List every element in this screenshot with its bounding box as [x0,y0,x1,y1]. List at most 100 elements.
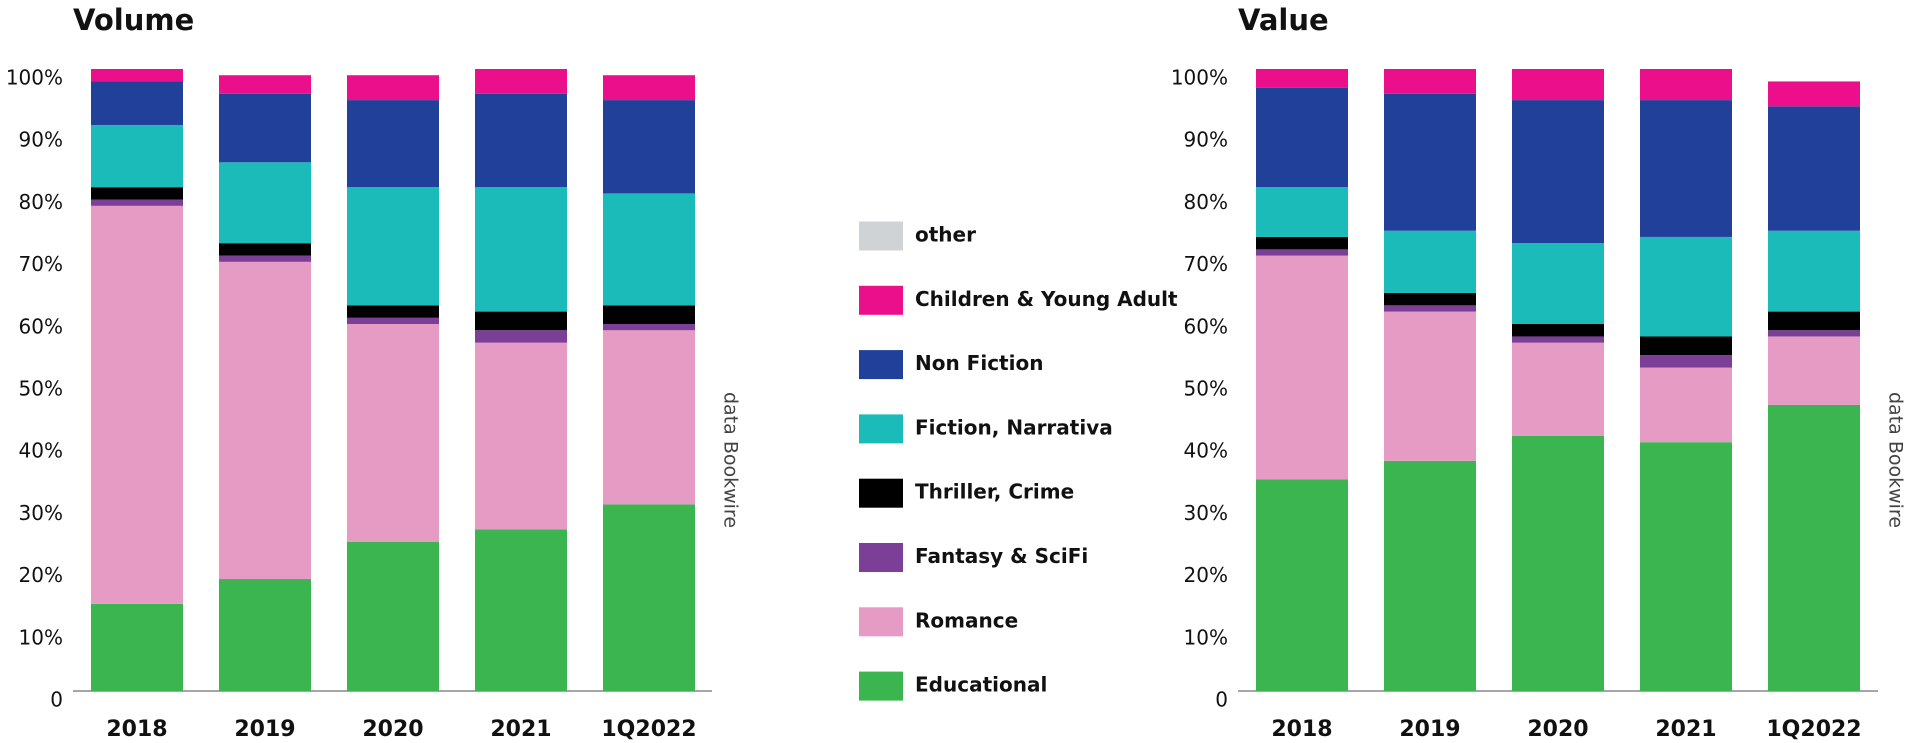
bar-segment [1768,81,1860,107]
legend-label: Non Fiction [915,351,1043,375]
bar-segment [1512,69,1604,101]
bar-segment [603,324,695,331]
bar-segment [1384,460,1476,691]
bar-segment [1640,355,1732,368]
legend-swatch [859,350,903,380]
y-tick-label: 70% [1184,252,1228,276]
bar-segment [603,305,695,325]
y-tick-label: 50% [19,377,63,401]
bar-segment [219,75,311,94]
bar-segment [1256,187,1348,237]
bar-segment [1768,336,1860,405]
bar-segment [475,93,567,188]
x-tick-label: 2021 [490,717,551,742]
bar-segment [219,579,311,691]
bar-segment [1256,236,1348,250]
y-tick-label: 30% [19,501,63,525]
bar-segment [91,81,183,125]
bar-segment [603,100,695,194]
x-tick-label: 2020 [362,717,423,742]
bar-segment [219,93,311,163]
bar-segment [1640,367,1732,443]
bar-segment [1384,93,1476,231]
bar-segment [1384,305,1476,312]
bar-segment [603,504,695,691]
y-tick-label: 0 [1215,688,1228,712]
x-tick-label: 2020 [1527,717,1588,742]
bar-segment [1512,435,1604,691]
legend-label: Children & Young Adult [915,287,1178,311]
chart-title: Volume [73,3,194,37]
bar-segment [1256,87,1348,188]
bar-segment [91,69,183,82]
x-tick-label: 1Q2022 [1766,717,1861,742]
bar-segment [475,187,567,312]
bar-segment [1384,69,1476,94]
bar-segment [1768,106,1860,231]
y-tick-label: 0 [50,688,63,712]
bar-segment [475,311,567,331]
bar-segment [1640,100,1732,237]
bar-segment [91,603,183,691]
bar-segment [219,261,311,580]
bar-segment [347,305,439,318]
bar-segment [91,205,183,604]
bar-segment [603,193,695,306]
bar-segment [1384,230,1476,293]
y-tick-label: 20% [19,563,63,587]
bar-segment [603,75,695,101]
bar-segment [347,541,439,691]
y-tick-label: 60% [19,314,63,338]
legend-label: Thriller, Crime [915,480,1074,504]
y-tick-label: 40% [1184,439,1228,463]
x-tick-label: 1Q2022 [601,717,696,742]
y-tick-label: 90% [19,128,63,152]
bar-segment [1768,311,1860,331]
y-tick-label: 30% [1184,501,1228,525]
bar-segment [1512,324,1604,337]
y-tick-label: 100% [6,66,63,90]
bar-segment [219,162,311,244]
bar-segment [1768,330,1860,337]
x-tick-label: 2018 [106,717,167,742]
chart-title: Value [1238,3,1329,37]
y-tick-label: 20% [1184,563,1228,587]
bar-segment [475,69,567,94]
bar-segment [475,342,567,530]
bar-segment [347,317,439,325]
bar-segment [91,187,183,200]
y-tick-label: 40% [19,439,63,463]
legend-swatch [859,478,903,508]
legend-swatch [859,543,903,572]
legend-swatch [859,414,903,444]
bar-segment [219,243,311,256]
y-tick-label: 10% [19,625,63,649]
legend-label: Fantasy & SciFi [915,544,1088,568]
y-tick-label: 50% [1184,377,1228,401]
bar-segment [1512,243,1604,325]
y-tick-label: 60% [1184,314,1228,338]
y-tick-label: 80% [1184,190,1228,214]
legend-swatch [859,221,903,251]
bar-segment [1640,69,1732,101]
legend-swatch [859,607,903,637]
x-tick-label: 2021 [1655,717,1716,742]
source-note: data Bookwire [720,392,742,528]
bar-segment [1384,292,1476,306]
bar-segment [347,187,439,306]
bar-segment [1256,479,1348,691]
bar-segment [1768,230,1860,312]
legend-label: Educational [915,673,1047,697]
y-tick-label: 10% [1184,625,1228,649]
bar-segment [1512,336,1604,343]
legend-swatch [859,671,903,701]
bar-segment [91,199,183,206]
bar-segment [347,100,439,188]
y-tick-label: 80% [19,190,63,214]
legend-label: other [915,223,976,247]
bar-segment [475,529,567,691]
x-tick-label: 2018 [1271,717,1332,742]
y-tick-label: 70% [19,252,63,276]
x-tick-label: 2019 [234,717,295,742]
bar-segment [219,255,311,262]
